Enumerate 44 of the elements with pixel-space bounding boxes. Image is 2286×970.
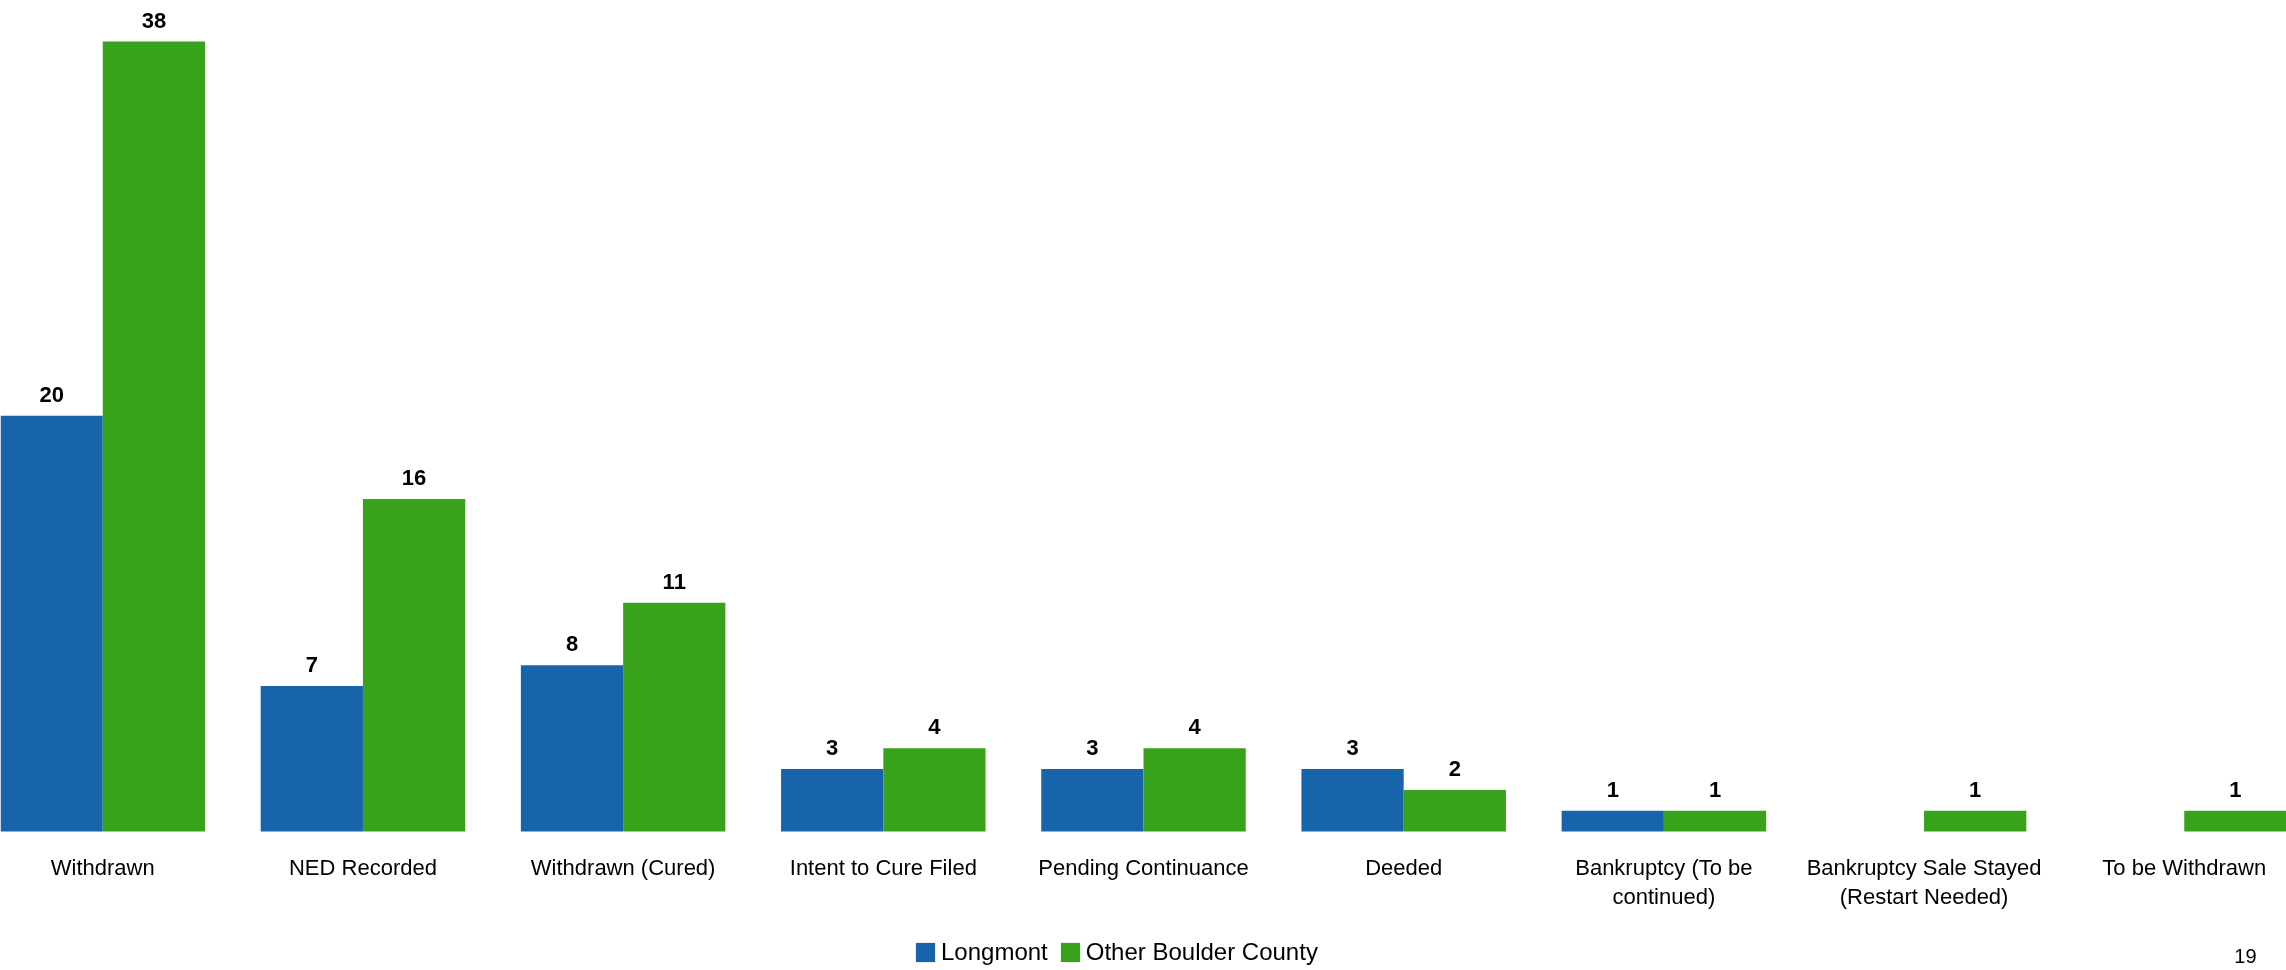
data-label: 4 [928,714,942,740]
text: 19 [2234,944,2257,967]
bar [1301,769,1404,832]
x-tick-label: Bankruptcy (To be continued) [1575,854,1753,909]
x-tick-label: NED Recorded [288,854,437,880]
bar [781,769,884,832]
bar [1561,810,1664,832]
x-tick-label: Deeded [1365,854,1443,880]
data-label: 3 [1346,735,1359,761]
bar [0,415,103,832]
bar [102,41,206,832]
x-tick-label: To be Withdrawn [2102,854,2267,880]
data-label: 8 [565,631,579,657]
legend-label: Other Boulder County [1085,938,1318,966]
data-label: 1 [2229,776,2242,802]
bar [1143,748,1246,832]
data-label: 3 [826,735,839,761]
data-label: 1 [1708,776,1722,802]
bar [1663,810,1767,832]
x-tick-label: Withdrawn (Cured) [530,854,716,880]
bar [362,498,466,832]
data-label: 38 [141,7,167,33]
data-label: 2 [1448,755,1461,781]
legend-label: Longmont [941,938,1048,966]
x-tick-label: Withdrawn [50,854,155,880]
data-label: 7 [305,651,318,677]
data-label: 3 [1086,735,1099,761]
bar [1403,789,1506,832]
x-tick-label: Intent to Cure Filed [789,854,977,880]
data-label: 1 [1606,776,1619,802]
data-label: 16 [401,464,427,490]
x-tick-label: Pending Continuance [1038,854,1249,880]
bar [883,748,986,832]
bar [1924,810,2027,832]
data-label: 11 [662,568,686,594]
data-label: 1 [1969,776,1982,802]
data-label: 4 [1188,714,1202,740]
bar [2184,810,2286,832]
bar [623,602,726,832]
bar [1041,769,1144,832]
bar [520,665,624,832]
data-label: 20 [39,381,64,407]
x-tick-label: Bankruptcy Sale Stayed (Restart Needed) [1806,854,2042,909]
bar [260,685,363,832]
